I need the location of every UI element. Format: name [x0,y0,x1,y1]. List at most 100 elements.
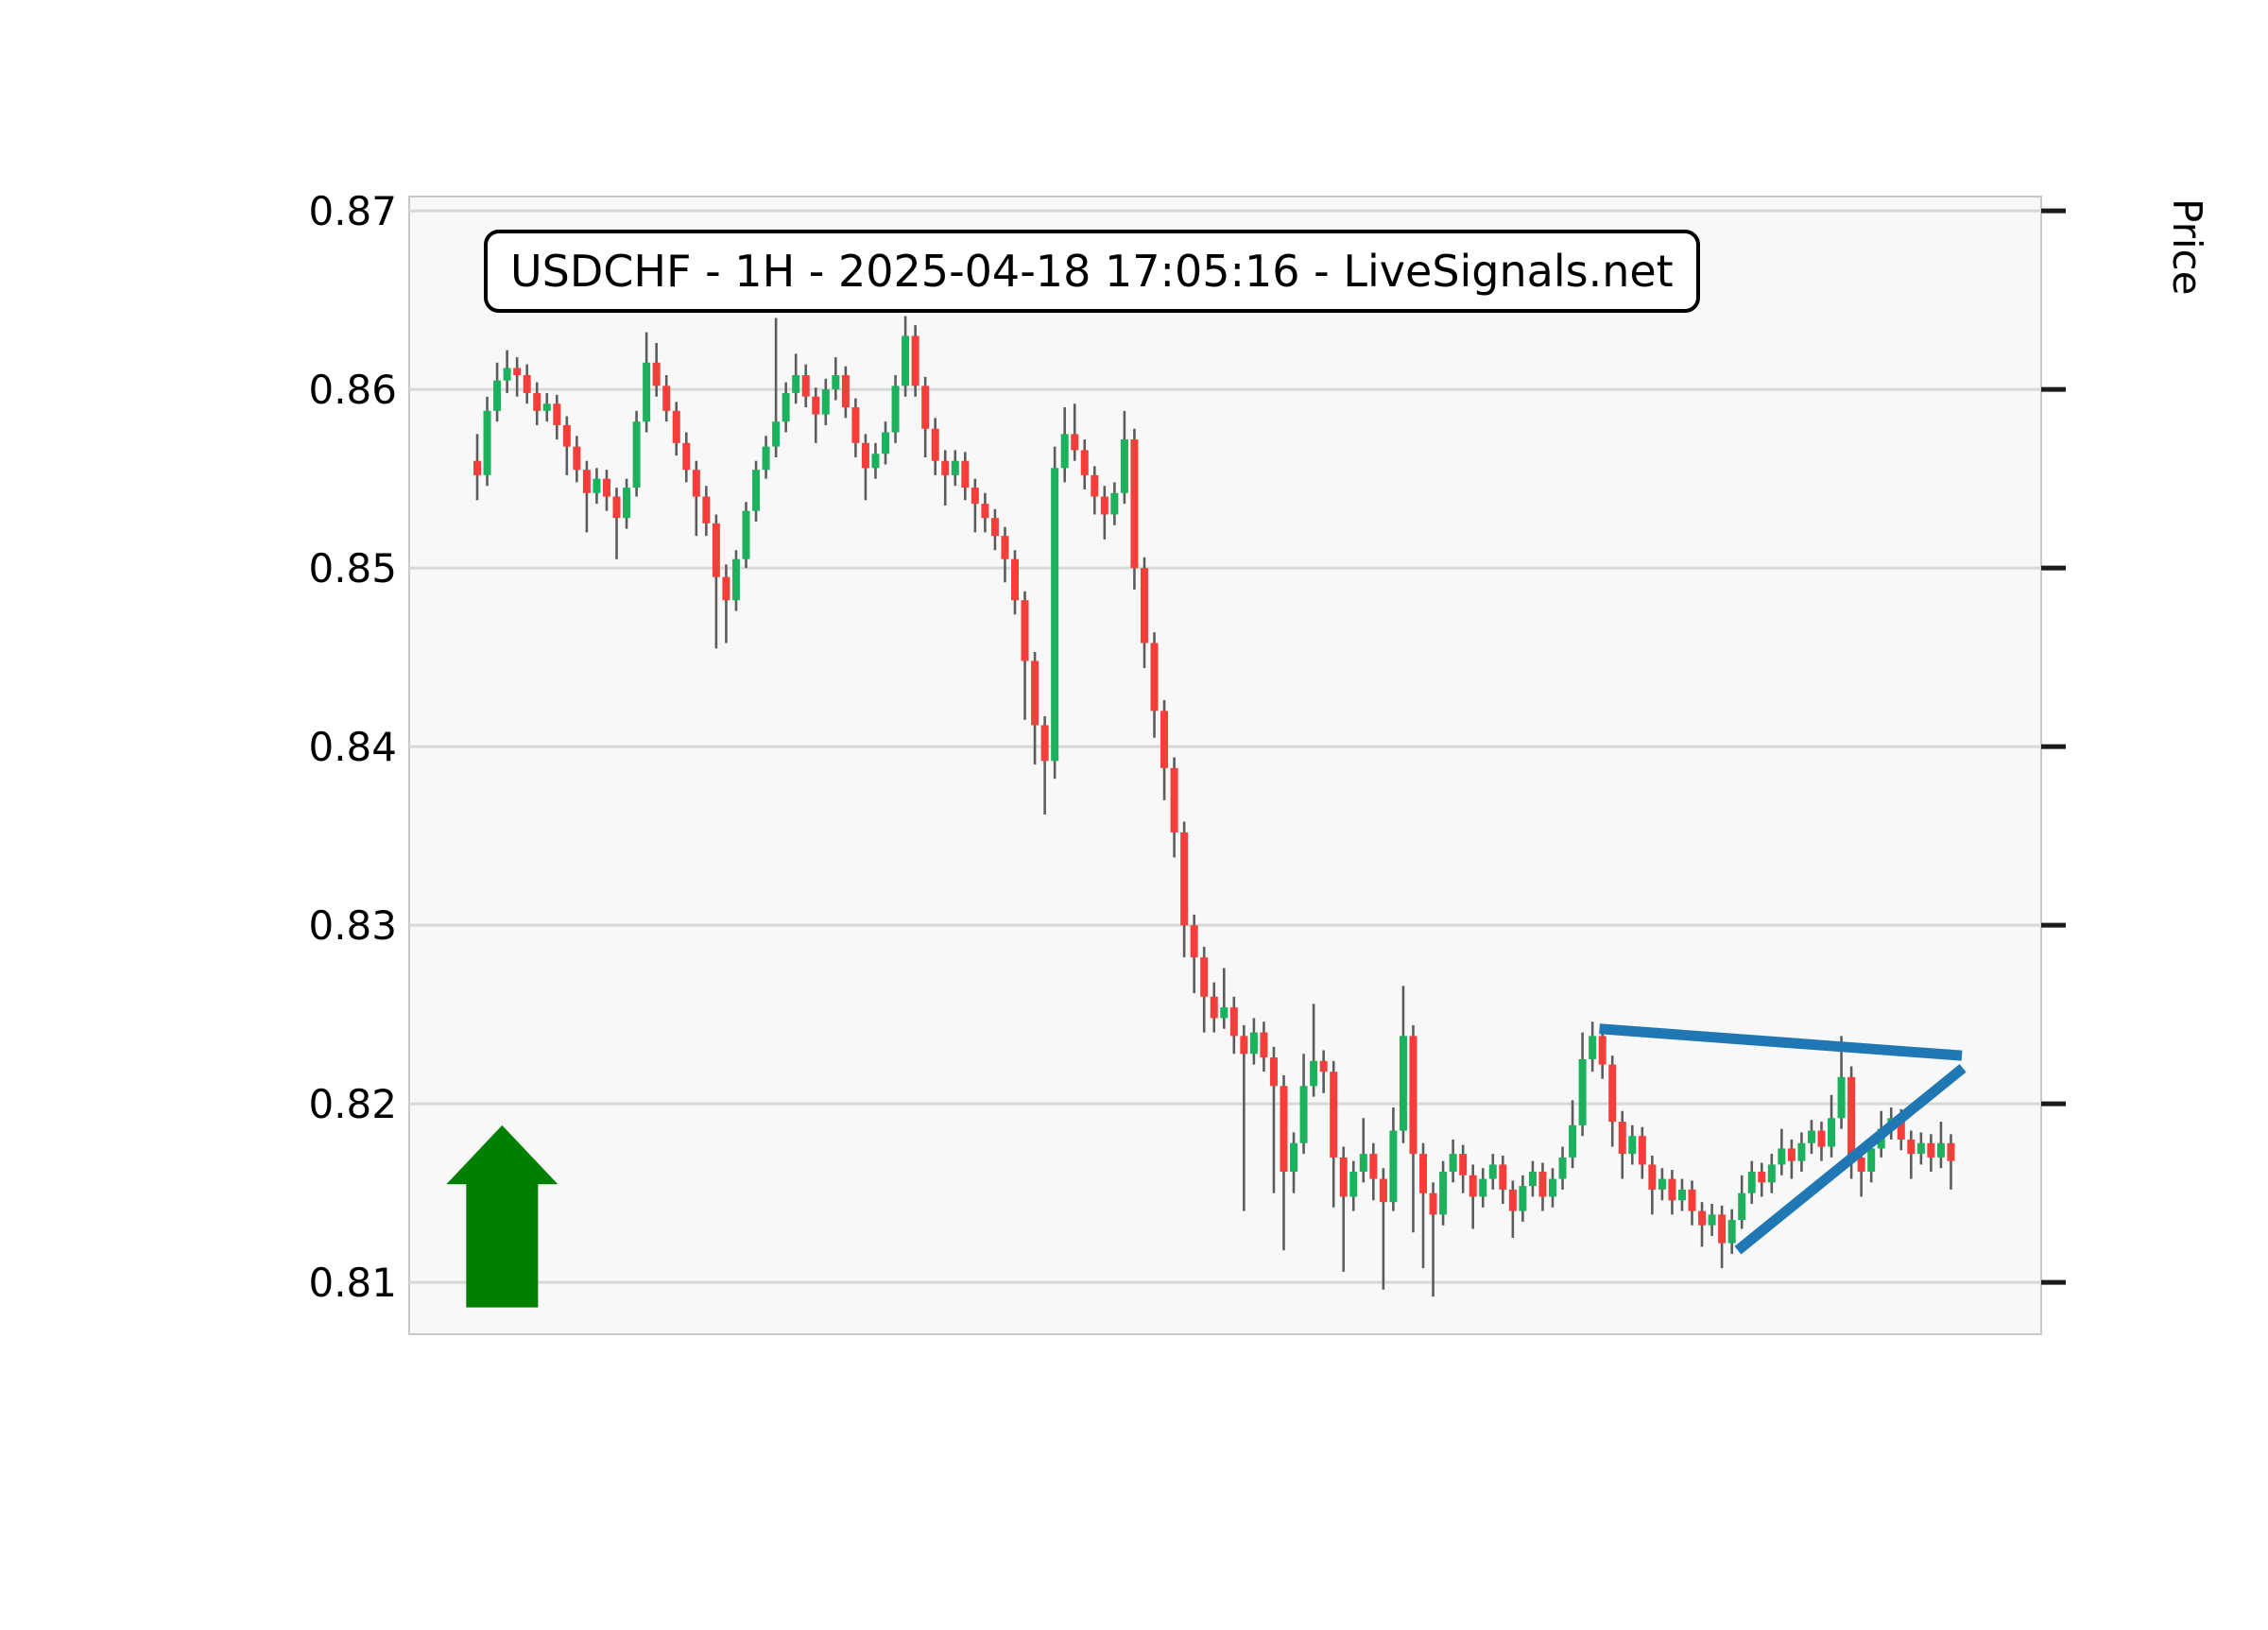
candle-up [1807,1130,1815,1143]
trendline [1734,1064,1967,1255]
candle-down [712,523,720,577]
candle-down [702,496,711,523]
candle-down [1021,600,1029,661]
candle-up [951,460,959,475]
candle-down [553,403,561,425]
candle-down [682,442,691,471]
candle-up [1290,1142,1298,1172]
candle-down [981,504,989,519]
candle-down [841,375,850,408]
candle-down [971,488,979,505]
candle-up [882,432,890,455]
candle-down [523,375,531,393]
candle-down [1100,496,1108,515]
candle-up [1548,1178,1556,1197]
candle-down [662,386,671,411]
candle-up [1628,1136,1637,1155]
candle-down [941,460,950,475]
candle-up [1528,1172,1537,1187]
candle-up [1359,1154,1367,1172]
candle-down [1071,434,1079,451]
candle-up [1220,1007,1228,1019]
candle-down [1608,1064,1617,1123]
candle-up [731,558,740,601]
candle-down [582,470,591,493]
candle-up [1310,1060,1318,1087]
candle-up [871,454,880,469]
candle-up [902,335,910,386]
candle-down [1907,1139,1916,1155]
candle-down [533,392,541,411]
y-tick-label: 0.82 [308,1081,397,1127]
candle-up [623,488,631,519]
candle-down [1499,1164,1507,1190]
candle-down [562,424,571,447]
candle-up [891,386,900,433]
candle-up [1389,1130,1398,1203]
candle-down [1319,1060,1328,1072]
candle-up [1797,1142,1806,1161]
candle-down [1339,1157,1348,1197]
candle-down [573,446,581,471]
candle-up [1449,1154,1457,1172]
candle-up [1051,468,1059,762]
candle-up [1708,1214,1716,1226]
candle-up [1558,1157,1567,1179]
candle-down [513,368,522,376]
candle-down [1668,1178,1676,1201]
candle-down [1190,925,1198,958]
candle-down [801,375,810,397]
candle-up [1110,492,1119,515]
candle-up [1837,1076,1846,1119]
candle-down [1330,1072,1338,1158]
candle-down [1001,536,1009,559]
candle-down [1080,450,1089,475]
candle-up [1060,434,1069,469]
candle-down [1379,1178,1387,1203]
candle-down [672,410,680,443]
candle-up [1916,1142,1925,1155]
candle-down [1170,767,1178,832]
candle-down [1459,1154,1468,1175]
candle-up [1727,1220,1736,1244]
candle-up [542,403,551,411]
candle-down [812,396,820,415]
candle-down [1469,1175,1477,1197]
candle-up [752,470,761,511]
candle-down [473,460,481,475]
candle-up [1249,1032,1258,1055]
candle-up [1479,1178,1487,1197]
y-tick-label: 0.81 [308,1260,397,1306]
candle-up [593,478,601,493]
candle-up [1747,1172,1756,1193]
candle-down [1538,1172,1547,1197]
candle-up [1778,1148,1786,1165]
candle-up [1936,1142,1945,1158]
candle-up [1658,1178,1666,1190]
candle-down [1409,1036,1418,1155]
candle-down [1897,1118,1905,1140]
candle-up [792,375,800,393]
candle-up [1677,1189,1686,1201]
candle-down [1200,957,1209,997]
candle-down [1947,1142,1955,1161]
candle-down [1140,568,1148,643]
candle-down [990,518,999,537]
y-tick-label: 0.83 [308,902,397,949]
candle-down [1787,1148,1796,1161]
y-tick-label: 0.86 [308,367,397,413]
candle-up [1488,1164,1497,1179]
candle-down [1280,1086,1288,1172]
candle-down [931,428,939,461]
candle-up [821,389,830,415]
trendline [1599,1023,1963,1061]
candle-up [503,368,511,381]
candle-down [1817,1130,1826,1147]
candle-down [1927,1142,1935,1158]
candle-down [851,407,860,443]
candle-down [1229,1007,1238,1037]
candle-down [1130,439,1139,569]
candle-up [643,362,651,422]
candle-down [652,362,661,386]
